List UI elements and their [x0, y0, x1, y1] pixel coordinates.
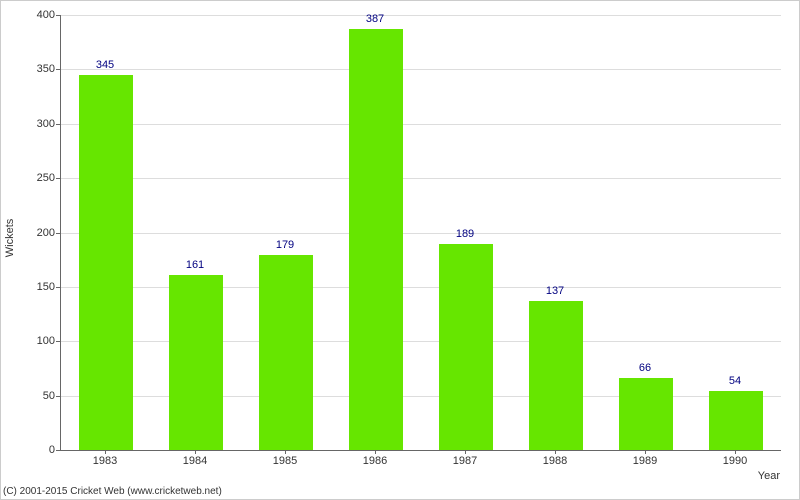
bar [79, 75, 133, 450]
chart-container: Wickets Year (C) 2001-2015 Cricket Web (… [0, 0, 800, 500]
x-tick [735, 450, 736, 454]
x-tick-label: 1987 [453, 455, 477, 467]
y-tick [56, 450, 60, 451]
y-tick-label: 350 [37, 63, 55, 75]
y-tick [56, 15, 60, 16]
bar [349, 29, 403, 450]
y-tick [56, 69, 60, 70]
x-tick [195, 450, 196, 454]
gridline [61, 15, 781, 16]
bar [529, 301, 583, 450]
y-tick-label: 200 [37, 227, 55, 239]
y-tick-label: 0 [49, 444, 55, 456]
bar-value-label: 66 [639, 362, 651, 374]
y-tick-label: 150 [37, 281, 55, 293]
x-tick [105, 450, 106, 454]
x-tick-label: 1989 [633, 455, 657, 467]
y-tick [56, 124, 60, 125]
y-tick [56, 341, 60, 342]
x-tick-label: 1984 [183, 455, 207, 467]
y-tick-label: 250 [37, 172, 55, 184]
y-axis-label: Wickets [4, 219, 16, 258]
bar-value-label: 54 [729, 375, 741, 387]
copyright-text: (C) 2001-2015 Cricket Web (www.cricketwe… [3, 486, 222, 497]
x-axis-label: Year [758, 470, 780, 482]
bar [439, 244, 493, 450]
y-tick-label: 50 [43, 390, 55, 402]
bar-value-label: 345 [96, 59, 114, 71]
x-tick [375, 450, 376, 454]
x-tick [285, 450, 286, 454]
y-tick-label: 400 [37, 9, 55, 21]
gridline [61, 69, 781, 70]
y-tick [56, 287, 60, 288]
gridline [61, 178, 781, 179]
plot-area [60, 15, 781, 451]
x-tick [555, 450, 556, 454]
x-tick-label: 1983 [93, 455, 117, 467]
y-tick-label: 300 [37, 118, 55, 130]
x-tick-label: 1986 [363, 455, 387, 467]
bar [169, 275, 223, 450]
gridline [61, 233, 781, 234]
x-tick [465, 450, 466, 454]
x-tick-label: 1988 [543, 455, 567, 467]
y-tick [56, 178, 60, 179]
y-tick [56, 233, 60, 234]
x-tick-label: 1985 [273, 455, 297, 467]
x-tick [645, 450, 646, 454]
bar [619, 378, 673, 450]
x-tick-label: 1990 [723, 455, 747, 467]
bar-value-label: 189 [456, 228, 474, 240]
bar-value-label: 179 [276, 239, 294, 251]
bar [709, 391, 763, 450]
y-tick [56, 396, 60, 397]
bar-value-label: 387 [366, 13, 384, 25]
bar [259, 255, 313, 450]
y-tick-label: 100 [37, 335, 55, 347]
bar-value-label: 161 [186, 259, 204, 271]
gridline [61, 124, 781, 125]
bar-value-label: 137 [546, 285, 564, 297]
